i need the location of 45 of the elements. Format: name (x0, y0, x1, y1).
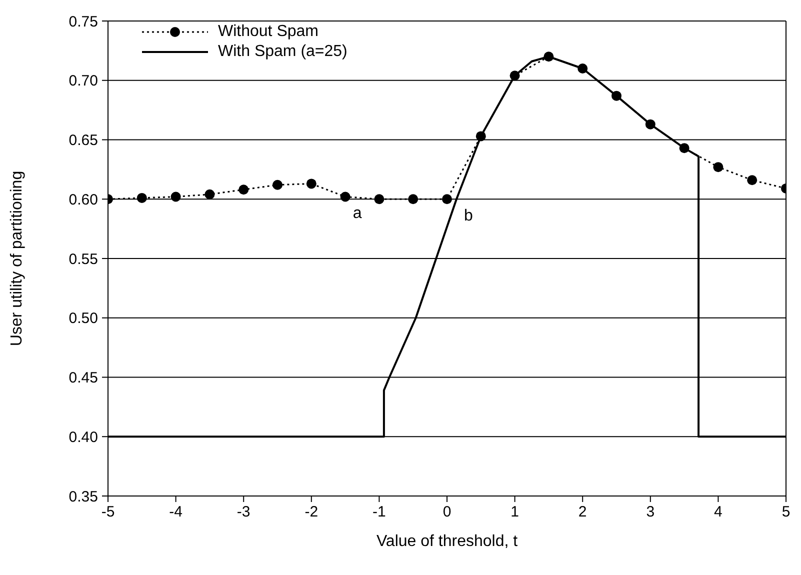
point (645, 119, 656, 130)
legend-label: With Spam (a=25) (218, 43, 348, 61)
y-tick-label: 0.55 (68, 250, 98, 268)
point (510, 70, 520, 81)
y-tick-label: 0.65 (68, 132, 98, 150)
point (272, 180, 282, 190)
x-tick-label: -1 (372, 504, 386, 521)
point (747, 175, 758, 186)
x-tick-label: 1 (510, 504, 519, 521)
point (306, 178, 316, 189)
annotation: b (464, 207, 474, 224)
point (578, 64, 588, 74)
x-tick-label: 0 (442, 504, 452, 521)
x-tick-label: 3 (646, 504, 655, 521)
x-tick-label: 5 (782, 504, 790, 521)
y-tick-label: 0.50 (68, 310, 98, 328)
point (136, 192, 147, 203)
x-tick-label: 4 (714, 504, 722, 521)
y-axis-title: User utility of partitioning (8, 170, 26, 346)
point (713, 162, 724, 172)
y-tick-label: 0.60 (68, 191, 98, 208)
point (374, 194, 384, 204)
y-tick-label: 0.45 (68, 370, 98, 387)
y-tick-label: 0.75 (68, 13, 98, 30)
annotation: a (352, 205, 362, 222)
point (238, 184, 249, 195)
x-axis-title: Value of threshold, t (376, 533, 518, 550)
x-tick-label: -3 (236, 504, 250, 521)
y-tick-label: 0.40 (68, 428, 98, 446)
y-tick-label: 0.70 (68, 72, 98, 90)
legend-label: Without Spam (218, 23, 318, 41)
x-tick-label: -5 (101, 504, 115, 521)
point (544, 52, 554, 62)
x-tick-label: -4 (169, 504, 182, 521)
point (204, 189, 215, 200)
point (476, 131, 486, 142)
point (408, 194, 418, 204)
point (340, 192, 350, 202)
point (442, 194, 452, 204)
point (170, 192, 181, 202)
point (612, 90, 622, 101)
x-tick-label: 2 (578, 504, 587, 521)
x-tick-label: -2 (304, 504, 318, 521)
y-tick-label: 0.35 (68, 488, 98, 506)
point (679, 143, 690, 154)
